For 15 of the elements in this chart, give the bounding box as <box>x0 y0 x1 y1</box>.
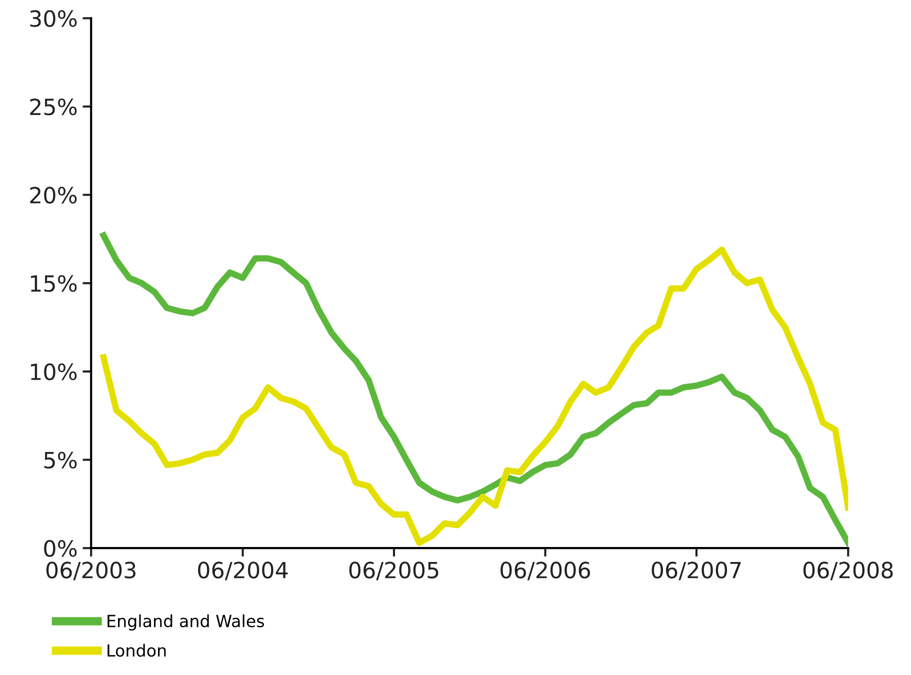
legend-label: England and Wales <box>108 614 264 631</box>
x-tick-label: 06/2006 <box>500 562 590 580</box>
y-tick-label: 0% <box>44 540 77 557</box>
x-tick-label: 06/2007 <box>652 562 741 580</box>
y-tick-label: 5% <box>44 452 77 469</box>
y-tick-label: 15% <box>30 275 77 292</box>
y-tick-label: 20% <box>30 186 77 204</box>
x-tick-label: 06/2004 <box>198 562 288 580</box>
y-tick-label: 10% <box>30 363 77 380</box>
y-tick-label: 30% <box>30 10 77 27</box>
x-tick-label: 06/2005 <box>349 562 438 580</box>
x-tick-label: 06/2008 <box>803 562 893 580</box>
legend-label: London <box>108 644 166 657</box>
x-tick-label: 06/2003 <box>46 562 136 580</box>
y-tick-label: 25% <box>30 98 77 116</box>
